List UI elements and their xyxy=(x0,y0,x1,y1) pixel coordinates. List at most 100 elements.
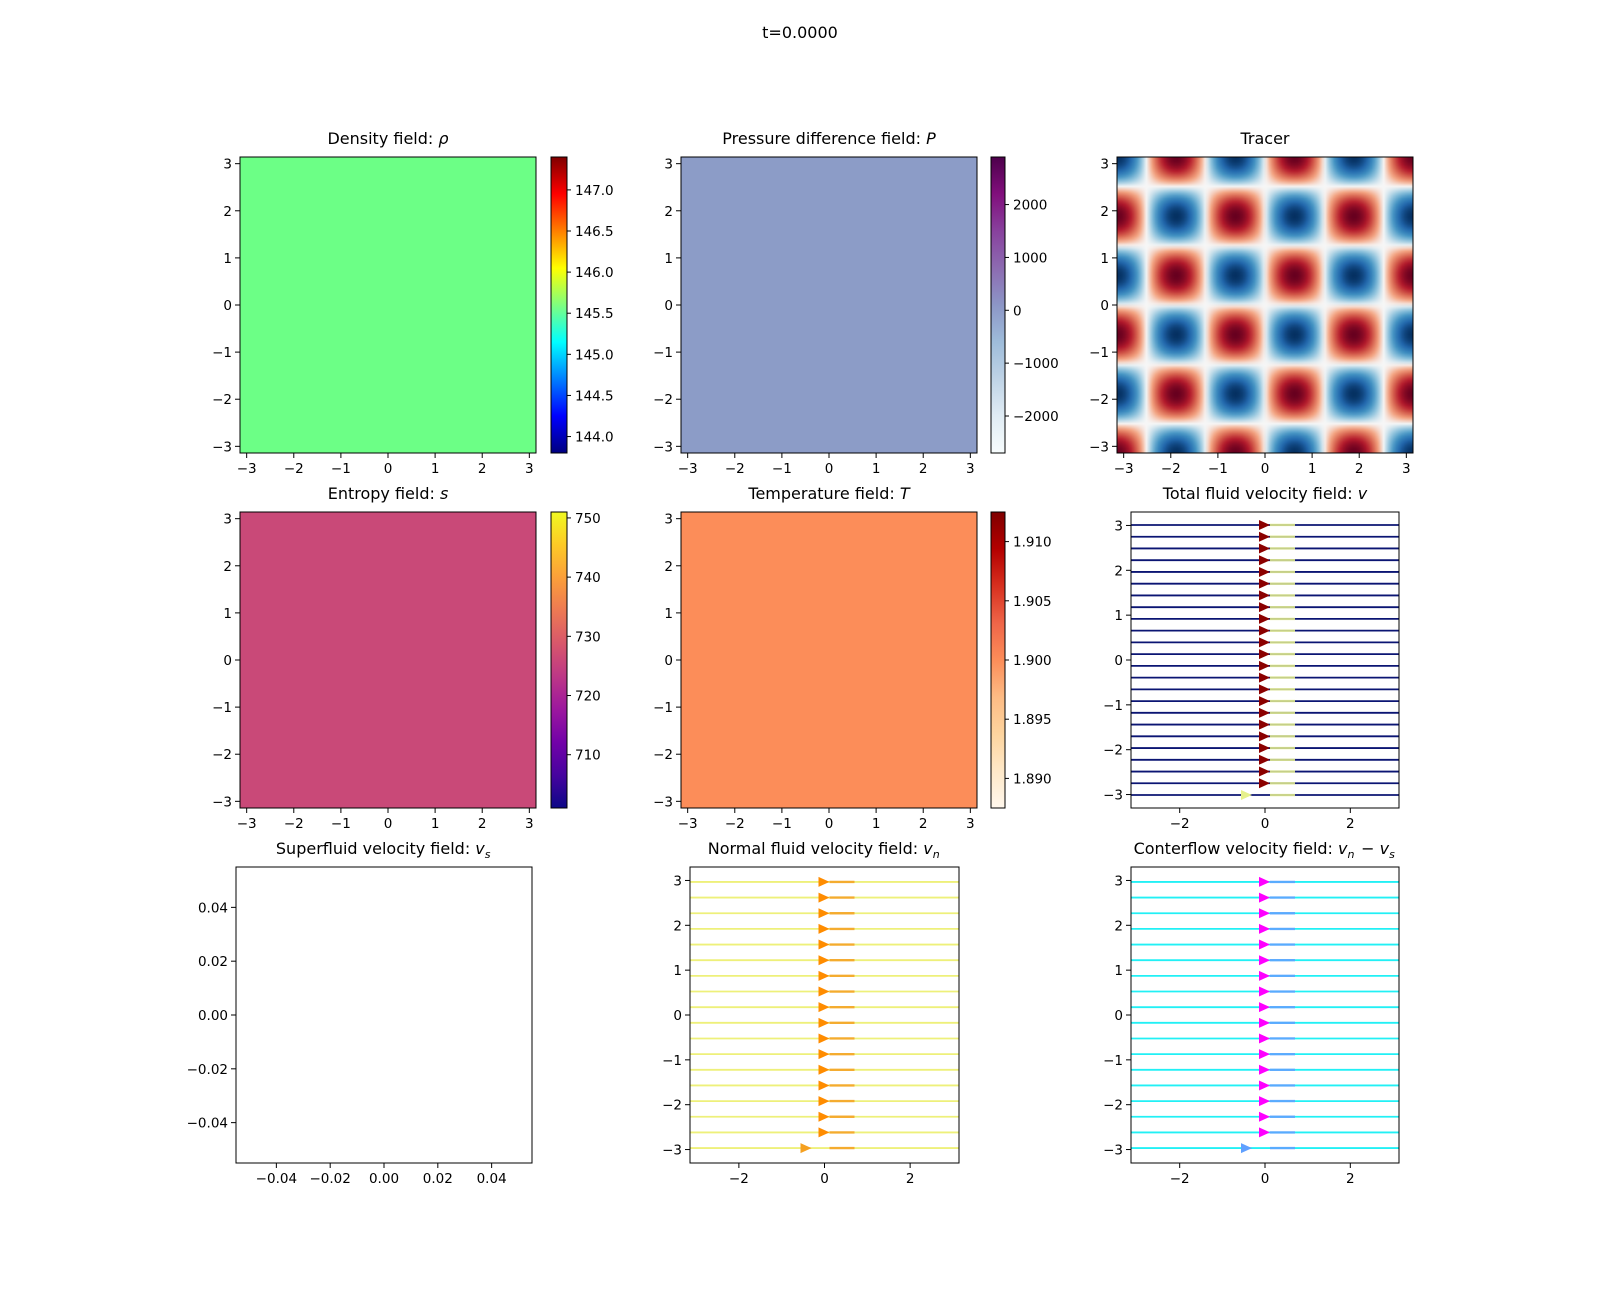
y-tick-label: 3 xyxy=(1114,873,1123,889)
temperature-panel: Temperature field: T −3 −2 −1 0 1 2 3 −3 −2 −1 0 1 2 3… xyxy=(653,484,1052,832)
y-tick-label: 0 xyxy=(1100,298,1109,314)
panel-title: Conterflow velocity field: vn − vs xyxy=(1134,839,1397,861)
stream-arrow xyxy=(818,908,830,919)
stream-arrow xyxy=(1259,892,1270,903)
stream-arrow xyxy=(1259,766,1270,777)
stream-arrow xyxy=(1259,1080,1270,1091)
stream-arrow xyxy=(1259,602,1270,613)
y-tick-label: 0.00 xyxy=(198,1008,228,1024)
y-tick-label: 2 xyxy=(1114,563,1123,579)
y-tick-label: 1 xyxy=(664,606,673,622)
x-tick-label: −1 xyxy=(331,461,351,477)
figure-suptitle: t=0.0000 xyxy=(762,23,838,42)
y-tick-label: 3 xyxy=(1100,157,1109,173)
colorbar-tick-label: 730 xyxy=(575,629,601,645)
entropy-field xyxy=(240,512,536,808)
x-tick-label: 1 xyxy=(1308,461,1317,477)
x-tick-label: 2 xyxy=(1346,1171,1355,1187)
y-tick-label: −2 xyxy=(653,747,673,763)
stream-arrow xyxy=(1259,1017,1270,1028)
stream-arrow xyxy=(818,1017,830,1028)
y-tick-label: −2 xyxy=(1103,743,1123,759)
stream-arrow xyxy=(1259,719,1270,730)
y-tick-label: 1 xyxy=(1114,608,1123,624)
x-tick-label: −1 xyxy=(331,816,351,832)
colorbar-tick-label: 144.5 xyxy=(575,388,614,404)
stream-arrow xyxy=(1259,986,1270,997)
colorbar-tick-label: 2000 xyxy=(1013,198,1047,214)
x-tick-label: −3 xyxy=(678,816,698,832)
y-tick-label: 2 xyxy=(1114,918,1123,934)
stream-arrow xyxy=(1259,939,1270,950)
colorbar xyxy=(990,156,1006,454)
x-tick-label: 0.02 xyxy=(423,1171,453,1187)
stream-arrow xyxy=(1259,876,1270,887)
stream-arrow xyxy=(1259,743,1270,754)
x-tick-label: −3 xyxy=(1114,461,1134,477)
y-tick-label: −3 xyxy=(653,439,673,455)
density-field xyxy=(240,157,536,453)
x-tick-label: 0 xyxy=(820,1171,829,1187)
colorbar-tick-label: 1000 xyxy=(1013,250,1047,266)
normal-velocity-panel: Normal fluid velocity field: vn −2 0 2 −3 −2… xyxy=(662,839,960,1187)
colorbar-tick-label: 1.890 xyxy=(1013,771,1052,787)
y-tick-label: 3 xyxy=(223,512,232,528)
y-tick-label: 0 xyxy=(1114,653,1123,669)
pressure-panel: Pressure difference field: P −3 −2 −1 0 1 2 3 −3… xyxy=(653,129,1059,477)
y-tick-label: 0 xyxy=(223,653,232,669)
stream-arrow xyxy=(1259,908,1270,919)
x-tick-label: −3 xyxy=(678,461,698,477)
y-tick-label: −1 xyxy=(212,700,232,716)
y-tick-label: −3 xyxy=(212,794,232,810)
stream-arrow xyxy=(818,1127,830,1138)
x-tick-label: 1 xyxy=(872,461,881,477)
panel-title: Tracer xyxy=(1239,129,1289,148)
stream-arrow xyxy=(818,1049,830,1060)
y-tick-label: −3 xyxy=(1089,439,1109,455)
x-tick-label: 1 xyxy=(872,816,881,832)
x-tick-label: −0.02 xyxy=(309,1171,350,1187)
stream-arrow xyxy=(1259,707,1270,718)
y-tick-label: −2 xyxy=(653,392,673,408)
y-tick-label: 2 xyxy=(223,204,232,220)
stream-arrow xyxy=(1259,531,1270,542)
temperature-field xyxy=(681,512,977,808)
stream-arrow xyxy=(818,955,830,966)
y-tick-label: −2 xyxy=(1089,392,1109,408)
stream-arrow xyxy=(818,939,830,950)
y-tick-label: −1 xyxy=(1103,1053,1123,1069)
x-tick-label: 0.00 xyxy=(369,1171,399,1187)
x-tick-label: 2 xyxy=(478,816,487,832)
y-tick-label: 3 xyxy=(664,512,673,528)
x-tick-label: −1 xyxy=(772,461,792,477)
stream-arrow xyxy=(818,1033,830,1044)
superfluid-velocity-panel: Superfluid velocity field: vs −0.04 −0.02… xyxy=(187,839,533,1187)
panel-title: Density field: ρ xyxy=(327,129,448,148)
x-tick-label: 2 xyxy=(478,461,487,477)
stream-arrow xyxy=(818,1080,830,1091)
x-tick-label: 1 xyxy=(431,461,440,477)
colorbar-tick-label: 750 xyxy=(575,511,601,527)
y-tick-label: 0 xyxy=(664,298,673,314)
stream-arrow xyxy=(1259,923,1270,934)
colorbar-tick-label: 146.5 xyxy=(575,224,614,240)
stream-arrow xyxy=(1259,566,1270,577)
stream-arrow xyxy=(818,892,830,903)
x-tick-label: 3 xyxy=(1402,461,1411,477)
x-tick-label: −0.04 xyxy=(256,1171,297,1187)
x-tick-label: 2 xyxy=(1346,816,1355,832)
y-tick-label: 0 xyxy=(1114,1008,1123,1024)
colorbar xyxy=(550,156,568,454)
x-tick-label: −2 xyxy=(1170,1171,1190,1187)
stream-arrow xyxy=(1259,1127,1270,1138)
y-tick-label: 2 xyxy=(1100,204,1109,220)
colorbar-tick-label: 145.5 xyxy=(575,306,614,322)
x-tick-label: 3 xyxy=(966,816,975,832)
colorbar-tick-label: 144.0 xyxy=(575,430,614,446)
y-tick-label: 3 xyxy=(664,157,673,173)
colorbar-tick-label: −2000 xyxy=(1013,409,1059,425)
y-tick-label: −3 xyxy=(1103,1143,1123,1159)
y-tick-label: −2 xyxy=(212,747,232,763)
y-tick-label: −3 xyxy=(653,794,673,810)
